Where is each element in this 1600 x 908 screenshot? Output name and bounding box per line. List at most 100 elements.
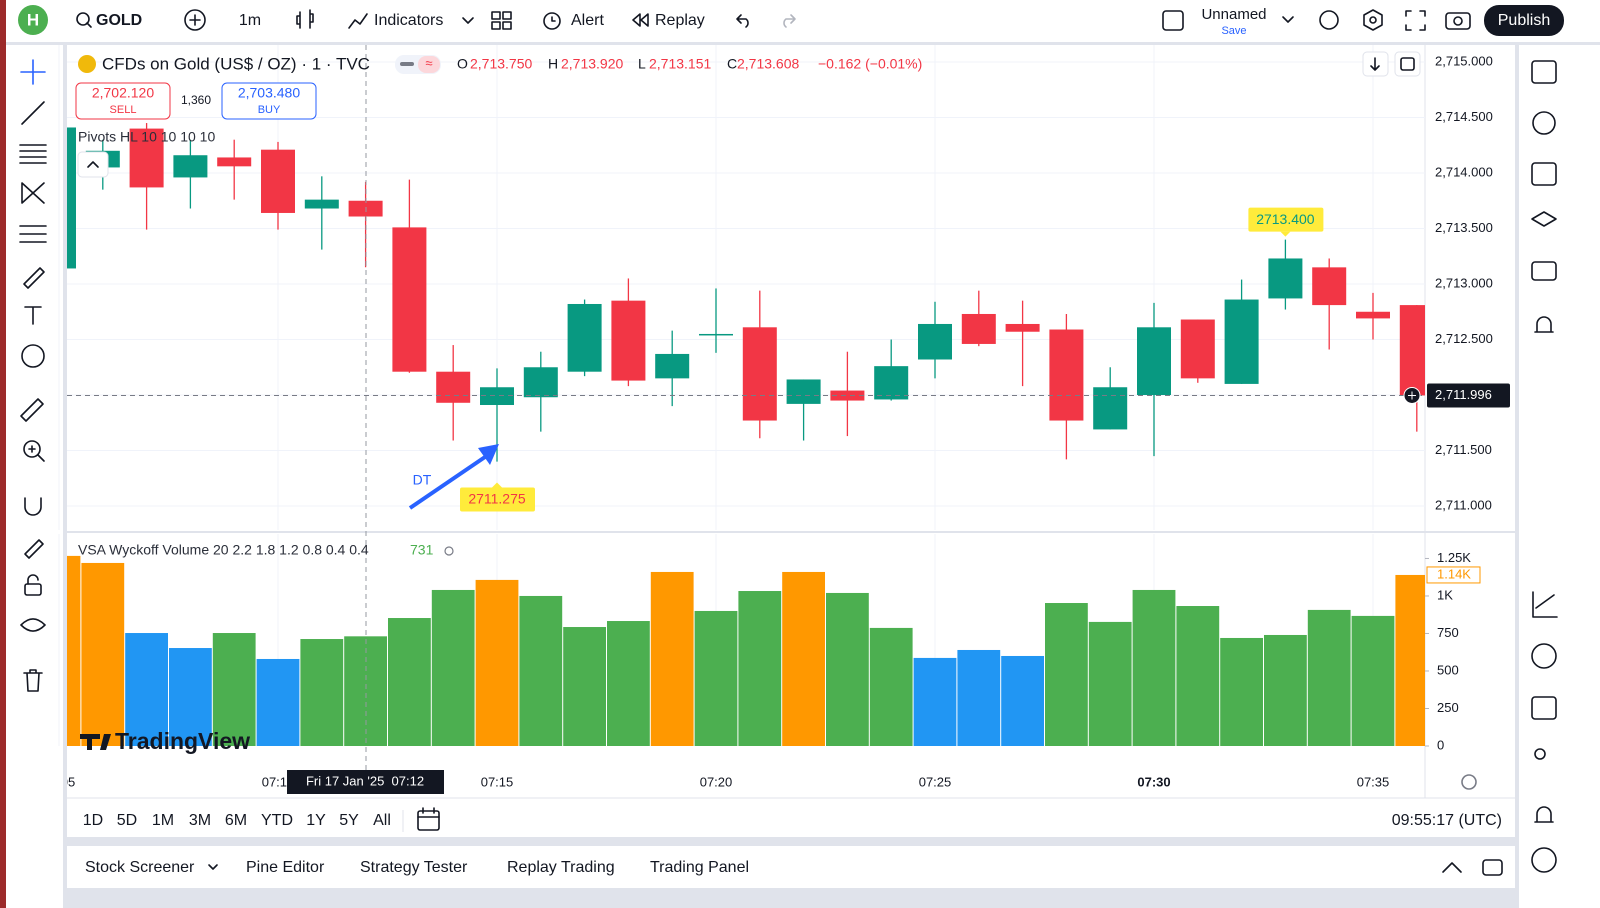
- layout-name[interactable]: Unnamed: [1201, 6, 1266, 23]
- layouts-icon[interactable]: [491, 11, 512, 30]
- replay-button[interactable]: Replay: [655, 12, 705, 29]
- legend-value: 2,713.151: [649, 56, 711, 72]
- range-button[interactable]: 1M: [152, 812, 174, 829]
- volume-bar: [388, 618, 431, 746]
- symbol[interactable]: GOLD: [96, 12, 142, 29]
- alerts[interactable]: [1532, 111, 1556, 135]
- annotation: DT: [413, 472, 432, 488]
- buy-button[interactable]: [221, 82, 317, 120]
- trend-line-tool[interactable]: [21, 101, 45, 125]
- volume-hide-icon[interactable]: [444, 546, 454, 556]
- chats[interactable]: [1531, 261, 1557, 281]
- panel-tab[interactable]: Trading Panel: [650, 859, 749, 876]
- top-toolbar: [6, 0, 1600, 42]
- snapshot[interactable]: [1445, 12, 1471, 30]
- scroll-icon: [1370, 57, 1380, 71]
- sell-price: 2,702.120: [92, 85, 154, 101]
- range-button[interactable]: 1Y: [306, 812, 326, 829]
- screener-dropdown[interactable]: [208, 864, 218, 870]
- range-button[interactable]: 5Y: [339, 812, 359, 829]
- range-button[interactable]: 6M: [225, 812, 247, 829]
- collapse-legend[interactable]: [77, 151, 109, 178]
- crosshair-tool[interactable]: [20, 59, 46, 85]
- save-button[interactable]: Save: [1221, 25, 1246, 37]
- tech-analysis[interactable]: [1532, 591, 1558, 618]
- bottom-tabs: Stock Screener Pine Editor Strategy Tester…: [85, 859, 1503, 876]
- watchlist[interactable]: [1531, 60, 1557, 84]
- pattern-tool[interactable]: [21, 182, 45, 204]
- range-button[interactable]: 3M: [189, 812, 211, 829]
- forecast-tool[interactable]: [19, 225, 47, 243]
- brush-tool[interactable]: [23, 267, 45, 289]
- magnet-tool[interactable]: [24, 497, 42, 516]
- axis-settings[interactable]: [1461, 774, 1477, 790]
- indicators-button[interactable]: Indicators: [374, 12, 443, 29]
- redo[interactable]: [783, 14, 796, 28]
- emoji-tool[interactable]: [21, 344, 45, 368]
- pivot-label: 2713.400: [1256, 211, 1315, 227]
- fullscreen[interactable]: [1405, 10, 1426, 31]
- quick-search[interactable]: [1319, 10, 1339, 30]
- add-symbol[interactable]: [184, 9, 206, 31]
- volume-bar: [431, 589, 475, 746]
- crosshair-label: Fri 17 Jan '25 07:12: [287, 770, 1477, 794]
- search-icon: [86, 22, 92, 28]
- panel-tab[interactable]: Replay Trading: [507, 859, 615, 876]
- undo[interactable]: [736, 14, 749, 28]
- goto-date[interactable]: [417, 810, 440, 831]
- candle-body: [874, 366, 909, 400]
- lock-tool[interactable]: [24, 583, 42, 596]
- expand-panel[interactable]: [1442, 862, 1462, 873]
- notifications[interactable]: [1534, 316, 1554, 333]
- hide-tool[interactable]: [20, 618, 46, 632]
- avatar[interactable]: [18, 5, 48, 35]
- panel-tab[interactable]: Stock Screener: [85, 859, 195, 876]
- calendar[interactable]: [1531, 696, 1557, 720]
- candle-body: [1005, 323, 1040, 332]
- data-window[interactable]: [1531, 162, 1557, 186]
- volume-bar: [869, 627, 913, 746]
- last-volume-label: 1.14K: [1437, 566, 1471, 581]
- text-tool[interactable]: [24, 306, 42, 325]
- settings[interactable]: [1363, 9, 1383, 31]
- zoom-tool[interactable]: [23, 440, 41, 458]
- publish-button[interactable]: [1484, 5, 1564, 36]
- volume-bar: [782, 571, 825, 746]
- maximize-button[interactable]: [1394, 51, 1421, 77]
- maximize-panel[interactable]: [1482, 859, 1503, 876]
- x-tick-label: 07:30: [1137, 774, 1170, 789]
- sell-button[interactable]: [75, 82, 171, 120]
- interval[interactable]: 1m: [239, 12, 261, 29]
- panel-tab[interactable]: Pine Editor: [246, 859, 325, 876]
- lock-drawings[interactable]: [24, 539, 44, 559]
- y-tick-label: 2,712.500: [1435, 331, 1493, 346]
- notifications-2[interactable]: [1534, 806, 1554, 823]
- community[interactable]: [1534, 748, 1546, 760]
- range-button[interactable]: 5D: [117, 812, 137, 829]
- candle-body: [699, 333, 733, 336]
- dropdown-icon[interactable]: [462, 17, 474, 24]
- chart-type-icon[interactable]: [296, 9, 314, 29]
- range-button[interactable]: YTD: [261, 812, 293, 829]
- delete-tool[interactable]: [23, 669, 43, 692]
- alert-button[interactable]: Alert: [571, 12, 604, 29]
- range-button[interactable]: 1D: [83, 812, 103, 829]
- range-button[interactable]: All: [373, 812, 391, 829]
- sell-label: SELL: [110, 104, 137, 116]
- y-tick-label: 2,713.000: [1435, 275, 1493, 290]
- ruler-tool[interactable]: [20, 398, 44, 422]
- axes: 2,711.0002,711.5002,712.0002,712.5002,71…: [1403, 53, 1510, 752]
- y-tick-label: 1K: [1437, 587, 1453, 602]
- layout-checkbox[interactable]: [1162, 10, 1184, 31]
- panel-tab[interactable]: Strategy Tester: [360, 859, 468, 876]
- object-tree[interactable]: [1531, 211, 1557, 227]
- layout-dropdown[interactable]: [1282, 16, 1294, 23]
- spread: 1,360: [181, 93, 211, 107]
- settings-icon: [1369, 16, 1377, 24]
- watermark: TradingView: [115, 728, 250, 754]
- help[interactable]: [1531, 847, 1557, 873]
- fib-tool[interactable]: [19, 144, 47, 164]
- last-price-box: [1427, 383, 1510, 408]
- screener[interactable]: [1531, 643, 1557, 669]
